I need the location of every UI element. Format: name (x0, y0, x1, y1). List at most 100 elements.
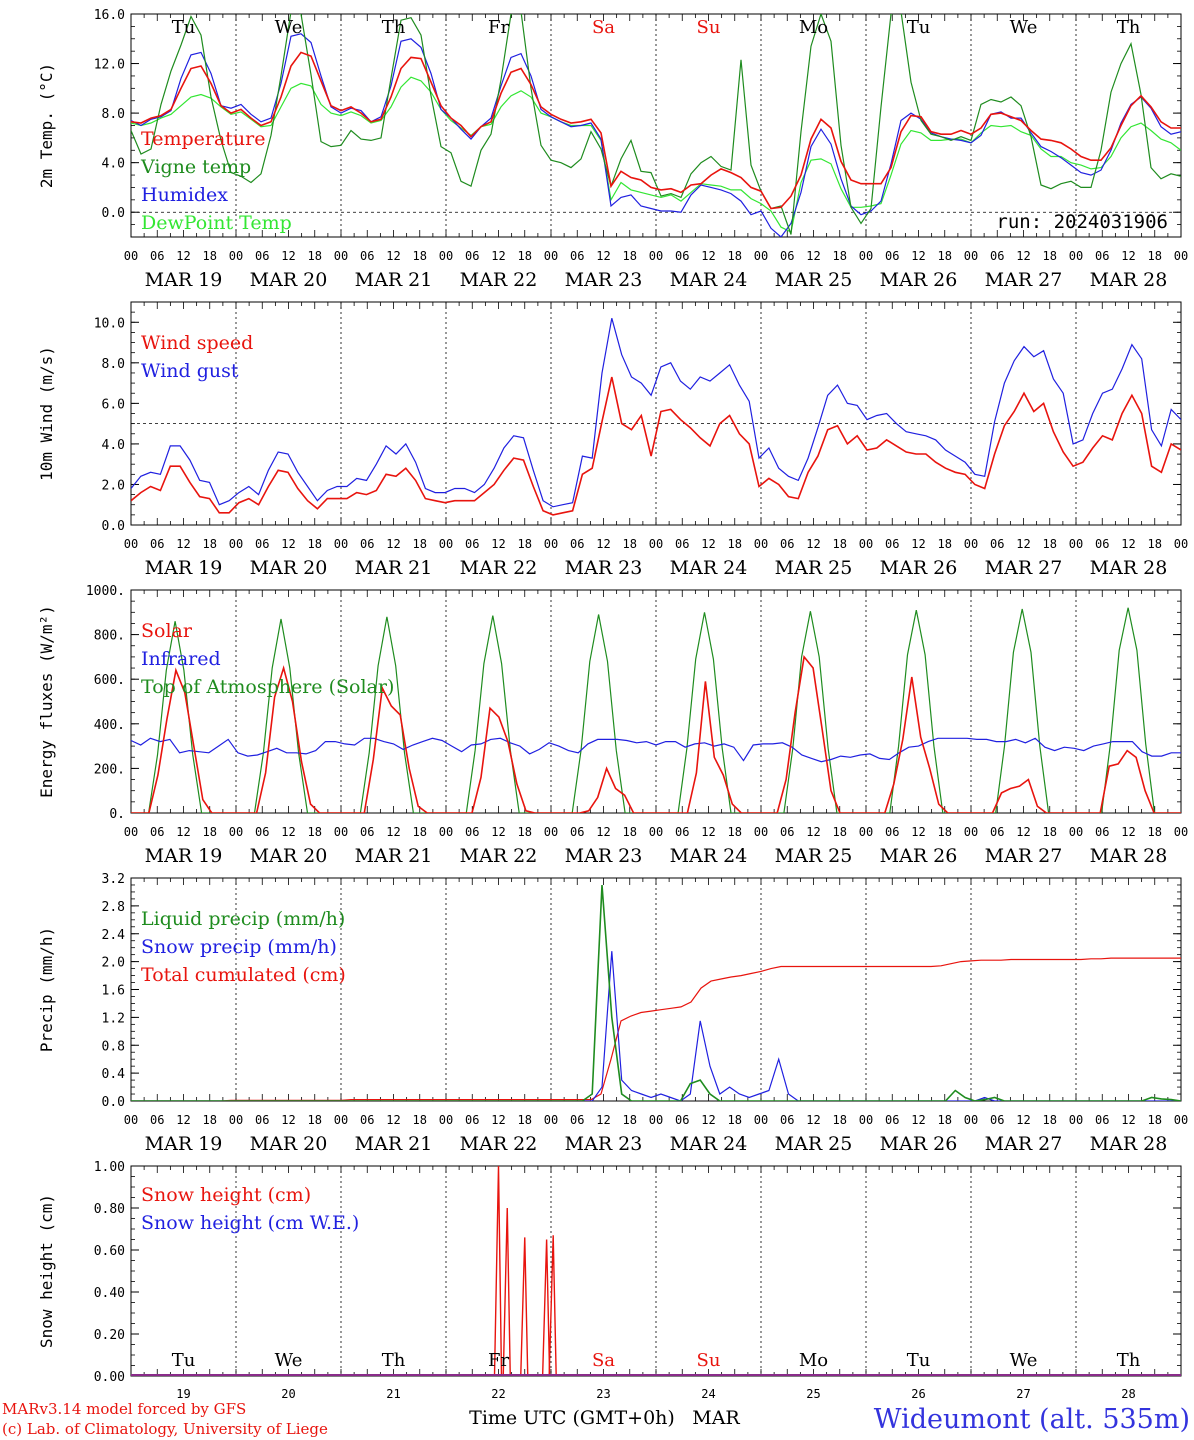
date-label: MAR 23 (565, 845, 643, 867)
weekday-label: Th (382, 1350, 406, 1371)
weekday-label: Th (1117, 1350, 1141, 1371)
hour-tick-label: 18 (938, 537, 952, 551)
weekday-label: Sa (592, 17, 615, 38)
month-label: MAR (692, 1407, 740, 1429)
day-number-label: 25 (806, 1387, 820, 1401)
footer-model-line: MARv3.14 model forced by GFS (2, 1400, 246, 1418)
hour-tick-label: 18 (308, 1113, 322, 1127)
y-tick-label: 16.0 (94, 8, 125, 23)
date-label: MAR 19 (145, 845, 223, 867)
hour-tick-label: 12 (281, 825, 295, 839)
date-label: MAR 22 (460, 269, 538, 291)
y-tick-label: 2.4 (102, 928, 126, 943)
run-label: run: 2024031906 (996, 211, 1168, 233)
y-tick-label: 0.0 (102, 519, 125, 534)
date-label: MAR 26 (880, 269, 958, 291)
date-label: MAR 22 (460, 557, 538, 579)
hour-tick-label: 00 (964, 249, 978, 263)
hour-tick-label: 00 (334, 825, 348, 839)
weekday-label: We (1010, 1350, 1038, 1371)
day-number-label: 20 (281, 1387, 295, 1401)
hour-tick-label: 18 (308, 537, 322, 551)
date-label: MAR 21 (355, 269, 433, 291)
legend-entry: Total cumulated (cm) (141, 964, 346, 986)
y-tick-label: 12.0 (94, 58, 125, 73)
date-label: MAR 25 (775, 1133, 853, 1155)
date-label: MAR 26 (880, 845, 958, 867)
date-label: MAR 28 (1090, 557, 1168, 579)
hour-tick-label: 18 (728, 1113, 742, 1127)
hour-tick-label: 12 (176, 825, 190, 839)
hour-tick-label: 12 (911, 1113, 925, 1127)
date-label: MAR 22 (460, 845, 538, 867)
series-group (131, 318, 1181, 516)
y-tick-label: 1.00 (94, 1160, 125, 1175)
hour-tick-label: 06 (675, 249, 689, 263)
hour-tick-label: 06 (675, 825, 689, 839)
hour-tick-label: 12 (491, 825, 505, 839)
y-tick-label: 0.4 (102, 1067, 126, 1082)
y-tick-label: 2.0 (102, 478, 125, 493)
y-axis-title: 10m Wind (m/s) (37, 346, 56, 481)
hour-tick-label: 06 (255, 537, 269, 551)
legend-entry: Temperature (141, 128, 265, 150)
y-tick-label: 1.2 (102, 1011, 125, 1026)
hour-tick-label: 18 (518, 825, 532, 839)
date-label: MAR 27 (985, 845, 1063, 867)
hour-tick-label: 00 (544, 1113, 558, 1127)
hour-tick-label: 18 (938, 249, 952, 263)
hour-tick-label: 06 (360, 1113, 374, 1127)
hour-tick-label: 12 (806, 249, 820, 263)
y-tick-label: 8.0 (102, 107, 125, 122)
hour-tick-label: 00 (229, 1113, 243, 1127)
hour-tick-label: 06 (150, 537, 164, 551)
hour-tick-label: 06 (150, 249, 164, 263)
date-label: MAR 27 (985, 269, 1063, 291)
hour-tick-label: 12 (386, 1113, 400, 1127)
hour-tick-label: 00 (649, 537, 663, 551)
station-name: Wideumont (alt. 535m) (874, 1404, 1190, 1435)
y-tick-label: 2.0 (102, 956, 125, 971)
hour-tick-label: 12 (386, 249, 400, 263)
hour-tick-label: 06 (990, 249, 1004, 263)
day-number-label: 28 (1121, 1387, 1135, 1401)
hour-tick-label: 18 (518, 1113, 532, 1127)
hour-tick-label: 00 (649, 825, 663, 839)
legend-entry: Liquid precip (mm/h) (141, 908, 345, 930)
hour-tick-label: 18 (1043, 249, 1057, 263)
hour-tick-label: 12 (1016, 537, 1030, 551)
weekday-label: Mo (799, 1350, 828, 1371)
date-label: MAR 20 (250, 845, 328, 867)
legend-entry: Top of Atmosphere (Solar) (141, 676, 394, 698)
series-line-solar (131, 655, 1181, 813)
panel-3: 0. 200. 400. 600. 800. 1000. Energy fluxes (W/… (37, 584, 1188, 867)
hour-tick-label: 00 (229, 825, 243, 839)
hour-tick-label: 06 (360, 537, 374, 551)
hour-tick-label: 00 (754, 1113, 768, 1127)
hour-tick-label: 18 (728, 825, 742, 839)
hour-tick-label: 12 (806, 1113, 820, 1127)
hour-tick-label: 06 (150, 1113, 164, 1127)
legend-entry: Wind gust (141, 360, 239, 382)
hour-tick-label: 18 (1148, 537, 1162, 551)
hour-tick-label: 06 (1095, 249, 1109, 263)
hour-tick-label: 18 (1043, 825, 1057, 839)
hour-tick-label: 06 (255, 249, 269, 263)
hour-tick-label: 18 (833, 825, 847, 839)
snow-height-spike (520, 1237, 529, 1376)
y-tick-label: 1.6 (102, 984, 125, 999)
hour-tick-label: 06 (675, 1113, 689, 1127)
date-label: MAR 24 (670, 1133, 748, 1155)
day-number-label: 24 (701, 1387, 715, 1401)
date-label: MAR 20 (250, 557, 328, 579)
hour-tick-label: 06 (465, 1113, 479, 1127)
legend-entry: Infrared (141, 648, 221, 670)
hour-tick-label: 00 (1174, 1113, 1188, 1127)
hour-tick-label: 12 (701, 537, 715, 551)
hour-tick-label: 12 (1121, 249, 1135, 263)
hour-tick-label: 12 (176, 1113, 190, 1127)
hour-tick-label: 12 (1016, 1113, 1030, 1127)
hour-tick-label: 12 (911, 825, 925, 839)
weekday-label: Tu (172, 17, 196, 38)
